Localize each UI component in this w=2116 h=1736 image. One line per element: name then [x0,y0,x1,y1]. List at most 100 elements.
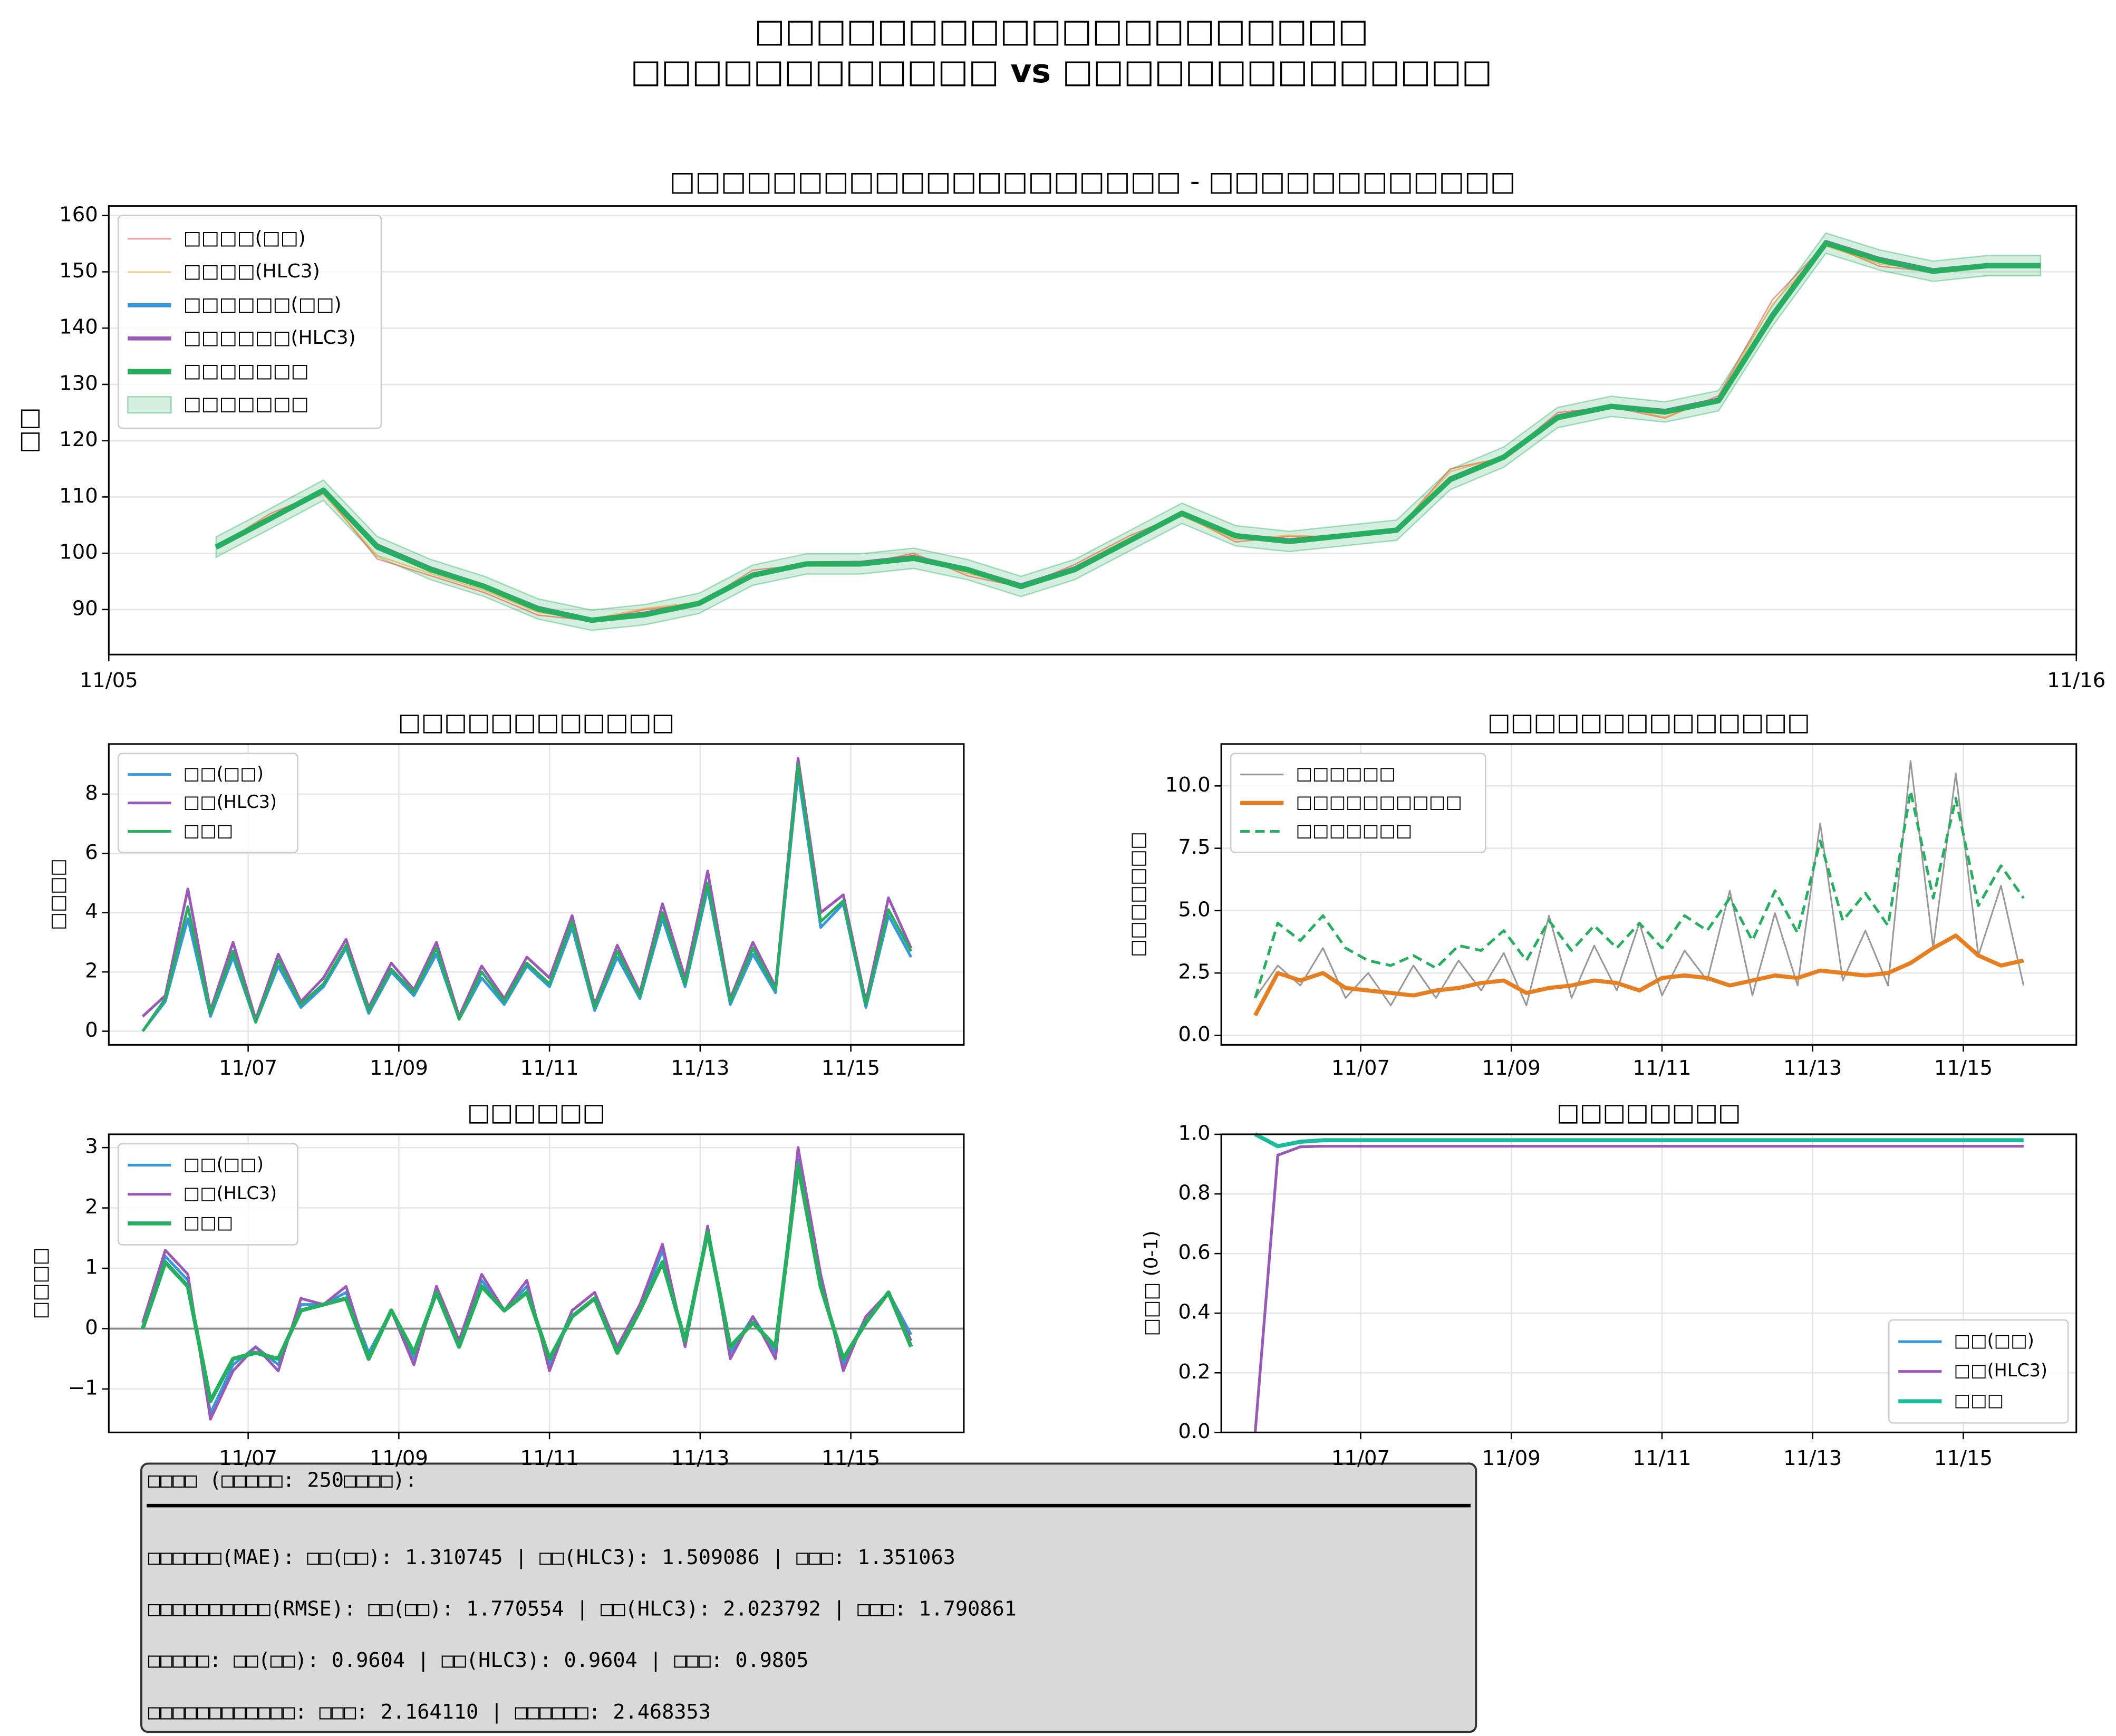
y-tick-label: 0.2 [1178,1360,1210,1384]
legend-box [118,753,298,853]
legend-swatch [127,396,172,414]
y-tick-label: 0.6 [1178,1241,1210,1265]
y-tick-label: 10.0 [1165,773,1211,797]
legend-label: □□(HLC3) [183,1183,277,1203]
x-tick-label: 11/15 [822,1056,880,1080]
plot-frame [108,1133,965,1433]
x-tick-label: 11/15 [822,1446,880,1470]
x-tick-label: 11/09 [1482,1446,1541,1470]
plot-frame [1220,743,2078,1046]
axis-title: □□□□□□ [467,1098,605,1126]
series-line [141,763,913,1032]
legend-box [1888,1319,2069,1424]
series-line [216,245,2041,620]
y-tick-label: 2.5 [1178,960,1210,984]
x-tick-label: 11/07 [219,1446,277,1470]
stats-box [140,1462,1477,1733]
legend-label: □□□□□□ [1296,763,1396,784]
x-tick-label: 11/15 [1934,1446,1993,1470]
y-tick-label: −1 [68,1376,98,1400]
x-tick-label: 11/07 [219,1056,277,1080]
stats-line: □□□□□□(MAE): □□(□□): 1.310745 | □□(HLC3)… [148,1546,955,1569]
y-tick-label: 0.0 [1178,1420,1210,1443]
x-tick-label: 11/16 [2047,669,2105,692]
x-tick-label: 11/07 [1331,1056,1390,1080]
y-tick-label: 160 [59,202,98,226]
y-axis-label: □□□□ [47,859,69,930]
y-tick-label: 2 [85,959,98,983]
series-line [1254,1132,2024,1149]
legend-box [118,1143,298,1246]
legend-label: □□(□□) [183,763,264,784]
stats-line: □□□□□□□□□□(RMSE): □□(□□): 1.770554 | □□(… [148,1597,1017,1621]
legend-label: □□□ [1954,1390,2004,1411]
figure-subtitle: □□□□□□□□□□□□ vs □□□□□□□□□□□□□□ [631,52,1492,90]
y-tick-label: 6 [85,841,98,864]
x-tick-label: 11/13 [671,1446,729,1470]
stats-heading: □□□□ (□□□□□: 250□□□□): [148,1468,417,1492]
series-line [215,240,2041,623]
x-tick-label: 11/05 [80,669,138,692]
series-line [216,243,2041,622]
legend-box [1230,753,1486,853]
x-tick-label: 11/11 [520,1056,579,1080]
x-tick-label: 11/11 [1632,1056,1691,1080]
legend-label: □□□□(□□) [183,227,306,249]
legend-label: □□(HLC3) [1954,1360,2047,1381]
axis-title: □□□□□□□□□□□□□□□□□□□□ - □□□□□□□□□□□□ [670,166,1515,197]
legend-label: □□(HLC3) [183,792,277,812]
y-tick-label: 3 [85,1135,98,1159]
legend-label: □□□□□□□ [183,393,309,415]
y-tick-label: 4 [85,900,98,923]
y-tick-label: 90 [72,596,98,620]
y-axis-label: □□□□□□□ [1127,832,1148,957]
x-tick-label: 11/09 [370,1446,428,1470]
y-tick-label: 0.0 [1178,1023,1210,1046]
series-line [140,1163,913,1403]
plot-frame [1220,1133,2078,1433]
axis-title: □□□□□□□□□□□□□□ [1487,708,1810,736]
x-tick-label: 11/09 [370,1056,428,1080]
y-tick-label: 5.0 [1178,898,1210,921]
plot-frame [108,205,2078,655]
legend-label: □□□□□□□ [183,360,309,382]
y-tick-label: 0.8 [1178,1181,1210,1205]
stats-line: □□□□□□□□□□□□: □□□: 2.164110 | □□□□□□: 2.… [148,1700,711,1724]
confidence-band [215,232,2042,631]
series-line [1253,933,2024,1017]
legend-label: □□(□□) [183,1154,264,1174]
legend-label: □□□ [183,1212,234,1232]
y-tick-label: 120 [59,428,98,451]
y-tick-label: 1.0 [1178,1121,1210,1145]
y-tick-label: 0 [85,1018,98,1042]
x-tick-label: 11/09 [1482,1056,1541,1080]
y-tick-label: 150 [59,259,98,283]
y-tick-label: 2 [85,1195,98,1219]
y-tick-label: 0.4 [1178,1300,1210,1324]
legend-label: □□□□□□□ [1296,820,1413,841]
series-line [215,240,2041,622]
figure-title: □□□□□□□□□□□□□□□□□□□□ [754,12,1368,50]
y-tick-label: 100 [59,541,98,564]
y-axis-label: □□□ (0-1) [1141,1231,1162,1336]
axis-title: □□□□□□□□□□□□ [398,708,674,736]
legend-box [118,215,382,429]
y-tick-label: 0 [85,1316,98,1339]
legend-label: □□(□□) [1954,1330,2034,1351]
x-tick-label: 11/07 [1331,1446,1390,1470]
x-tick-label: 11/11 [520,1446,579,1470]
x-tick-label: 11/13 [1783,1056,1842,1080]
stats-line: □□□□□: □□(□□): 0.9604 | □□(HLC3): 0.9604… [148,1648,809,1672]
y-tick-label: 1 [85,1256,98,1279]
y-tick-label: 130 [59,371,98,395]
x-tick-label: 11/13 [1783,1446,1842,1470]
y-tick-label: 8 [85,781,98,805]
plot-frame [108,743,965,1046]
y-axis-label: □□□□ [30,1248,51,1319]
legend-label: □□□□(HLC3) [183,261,320,282]
y-axis-label: □□ [14,407,43,453]
axis-title: □□□□□□□□ [1557,1098,1741,1126]
legend-label: □□□□□□(HLC3) [183,327,356,349]
y-tick-label: 7.5 [1178,835,1210,859]
